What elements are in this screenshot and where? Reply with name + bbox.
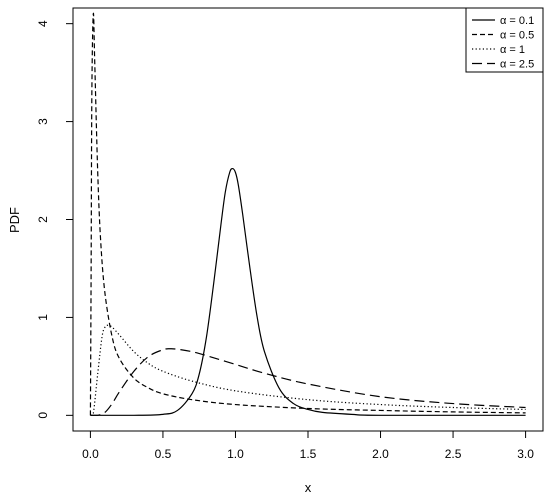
series-line-3 <box>90 324 526 416</box>
y-axis-label: PDF <box>7 207 22 233</box>
series-line-4 <box>90 348 526 416</box>
y-tick-label: 4 <box>36 20 50 27</box>
x-tick-label: 1.5 <box>300 447 317 461</box>
x-tick-label: 2.0 <box>372 447 389 461</box>
y-tick-label: 3 <box>36 118 50 125</box>
series-line-2 <box>89 12 526 416</box>
x-tick-label: 1.0 <box>227 447 244 461</box>
legend-box <box>465 7 544 73</box>
x-tick-label: 2.5 <box>445 447 462 461</box>
legend: α = 0.1 α = 0.5 α = 1 α = 2.5 <box>465 7 544 73</box>
legend-label-4: α = 2.5 <box>500 59 534 71</box>
x-tick-label: 0.5 <box>155 447 172 461</box>
x-axis-label: x <box>305 480 312 495</box>
y-axis: 0 1 2 3 4 <box>36 20 74 419</box>
legend-label-3: α = 1 <box>500 44 525 56</box>
y-tick-label: 1 <box>36 314 50 321</box>
series-layer <box>89 12 526 416</box>
y-tick-label: 0 <box>36 412 50 419</box>
legend-label-2: α = 0.5 <box>500 30 534 42</box>
x-tick-label: 0.0 <box>82 447 99 461</box>
x-tick-label: 3.0 <box>517 447 534 461</box>
y-tick-label: 2 <box>36 216 50 223</box>
series-line-1 <box>90 167 526 416</box>
legend-label-1: α = 0.1 <box>500 15 534 27</box>
x-axis: 0.0 0.5 1.0 1.5 2.0 2.5 3.0 <box>82 430 534 461</box>
